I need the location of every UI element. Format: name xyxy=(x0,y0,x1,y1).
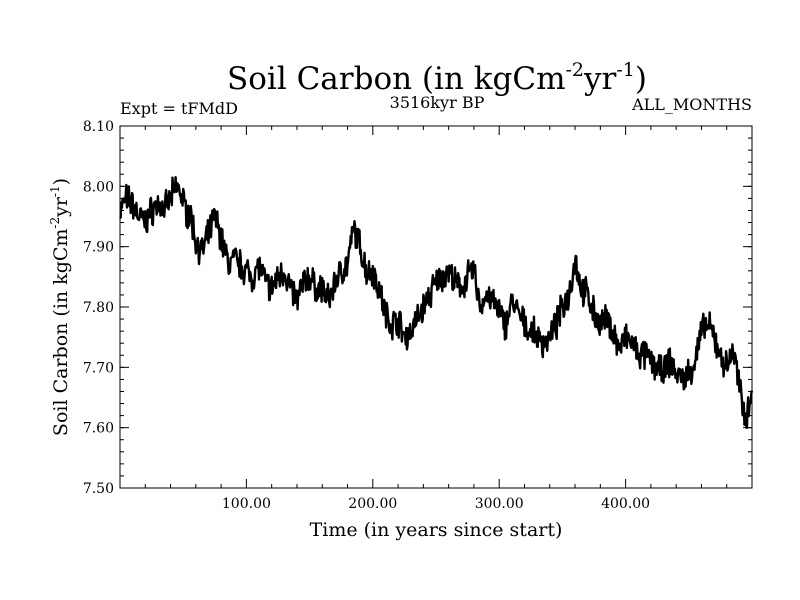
subtitle-months: ALL_MONTHS xyxy=(631,95,752,114)
plot-frame xyxy=(119,125,753,489)
series-line-soil-carbon xyxy=(119,175,754,430)
y-tick-label: 7.80 xyxy=(83,300,114,316)
y-tick-label: 7.60 xyxy=(83,421,114,437)
subtitle-period: 3516kyr BP xyxy=(390,93,485,112)
x-tick-labels: 100.00 200.00 300.00 400.00 xyxy=(222,496,650,512)
x-tick-label: 300.00 xyxy=(475,496,524,512)
subtitle-experiment: Expt = tFMdD xyxy=(120,99,238,118)
chart-title: Soil Carbon (in kgCm-2yr-1) xyxy=(227,59,647,97)
y-tick-label: 7.50 xyxy=(83,481,114,497)
axis-ticks xyxy=(120,125,752,489)
x-axis-label: Time (in years since start) xyxy=(310,519,563,541)
y-tick-label: 7.70 xyxy=(83,360,114,376)
y-tick-labels: 7.50 7.60 7.70 7.80 7.90 8.00 8.10 xyxy=(83,119,114,497)
y-tick-label: 8.10 xyxy=(83,119,114,135)
y-axis-label: Soil Carbon (in kgCm-2yr-1) xyxy=(48,178,72,436)
y-tick-label: 8.00 xyxy=(83,179,114,195)
y-tick-label: 7.90 xyxy=(83,240,114,256)
x-tick-label: 400.00 xyxy=(601,496,650,512)
x-tick-label: 100.00 xyxy=(222,496,271,512)
x-tick-label: 200.00 xyxy=(348,496,397,512)
